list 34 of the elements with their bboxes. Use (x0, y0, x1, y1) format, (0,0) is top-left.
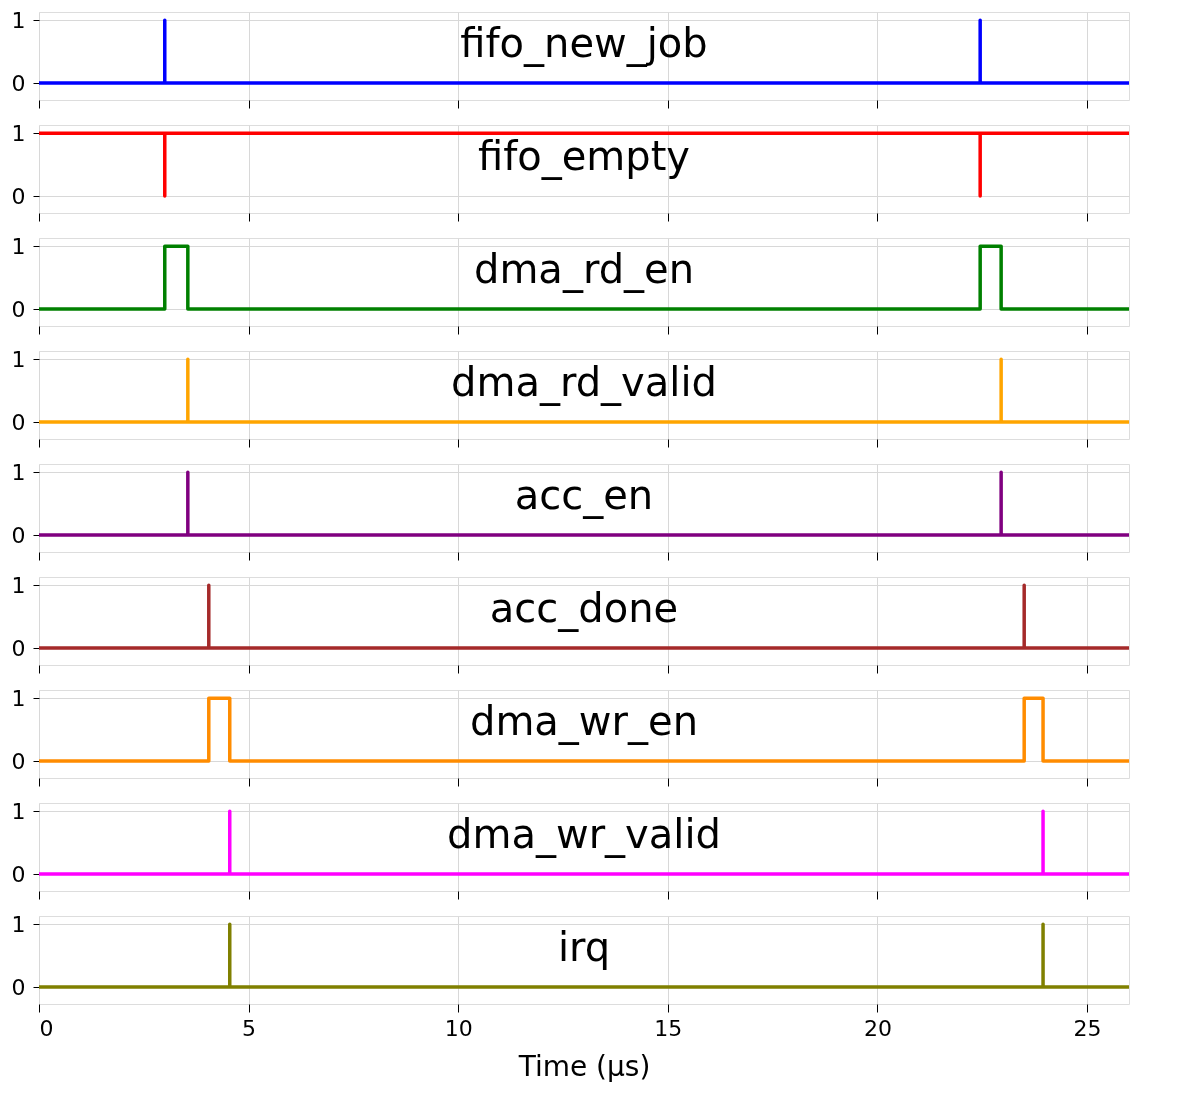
y-tick-label: 1 (11, 911, 26, 937)
y-tick-label: 0 (11, 974, 26, 1000)
x-axis-title: Time (µs) (517, 1049, 651, 1083)
y-tick-label: 1 (11, 346, 26, 372)
x-tick-label: 20 (863, 1015, 892, 1041)
y-tick-label: 0 (11, 70, 26, 96)
series-label: dma_rd_valid (451, 359, 717, 407)
y-tick-label: 1 (11, 572, 26, 598)
x-tick-label: 25 (1073, 1015, 1102, 1041)
series-label: irq (557, 924, 611, 971)
series-label: fifo_empty (477, 133, 691, 181)
x-tick-label: 15 (654, 1015, 683, 1041)
y-tick-label: 0 (11, 296, 26, 322)
y-tick-label: 1 (11, 798, 26, 824)
y-tick-label: 1 (11, 233, 26, 259)
x-tick-label: 10 (444, 1015, 473, 1041)
y-tick-label: 1 (11, 685, 26, 711)
y-tick-label: 1 (11, 120, 26, 146)
y-tick-label: 0 (11, 409, 26, 435)
series-label: dma_rd_en (474, 246, 694, 294)
x-tick-label: 0 (39, 1015, 54, 1041)
y-tick-label: 0 (11, 748, 26, 774)
series-label: dma_wr_en (470, 698, 698, 746)
y-tick-label: 0 (11, 183, 26, 209)
series-label: acc_done (489, 585, 679, 633)
y-tick-label: 0 (11, 635, 26, 661)
series-label: dma_wr_valid (447, 811, 721, 859)
x-tick-label: 5 (242, 1015, 257, 1041)
y-tick-label: 0 (11, 522, 26, 548)
y-tick-label: 1 (11, 459, 26, 485)
series-label: fifo_new_job (460, 20, 708, 68)
series-label: acc_en (514, 472, 654, 520)
y-tick-label: 0 (11, 861, 26, 887)
y-tick-label: 1 (11, 7, 26, 33)
